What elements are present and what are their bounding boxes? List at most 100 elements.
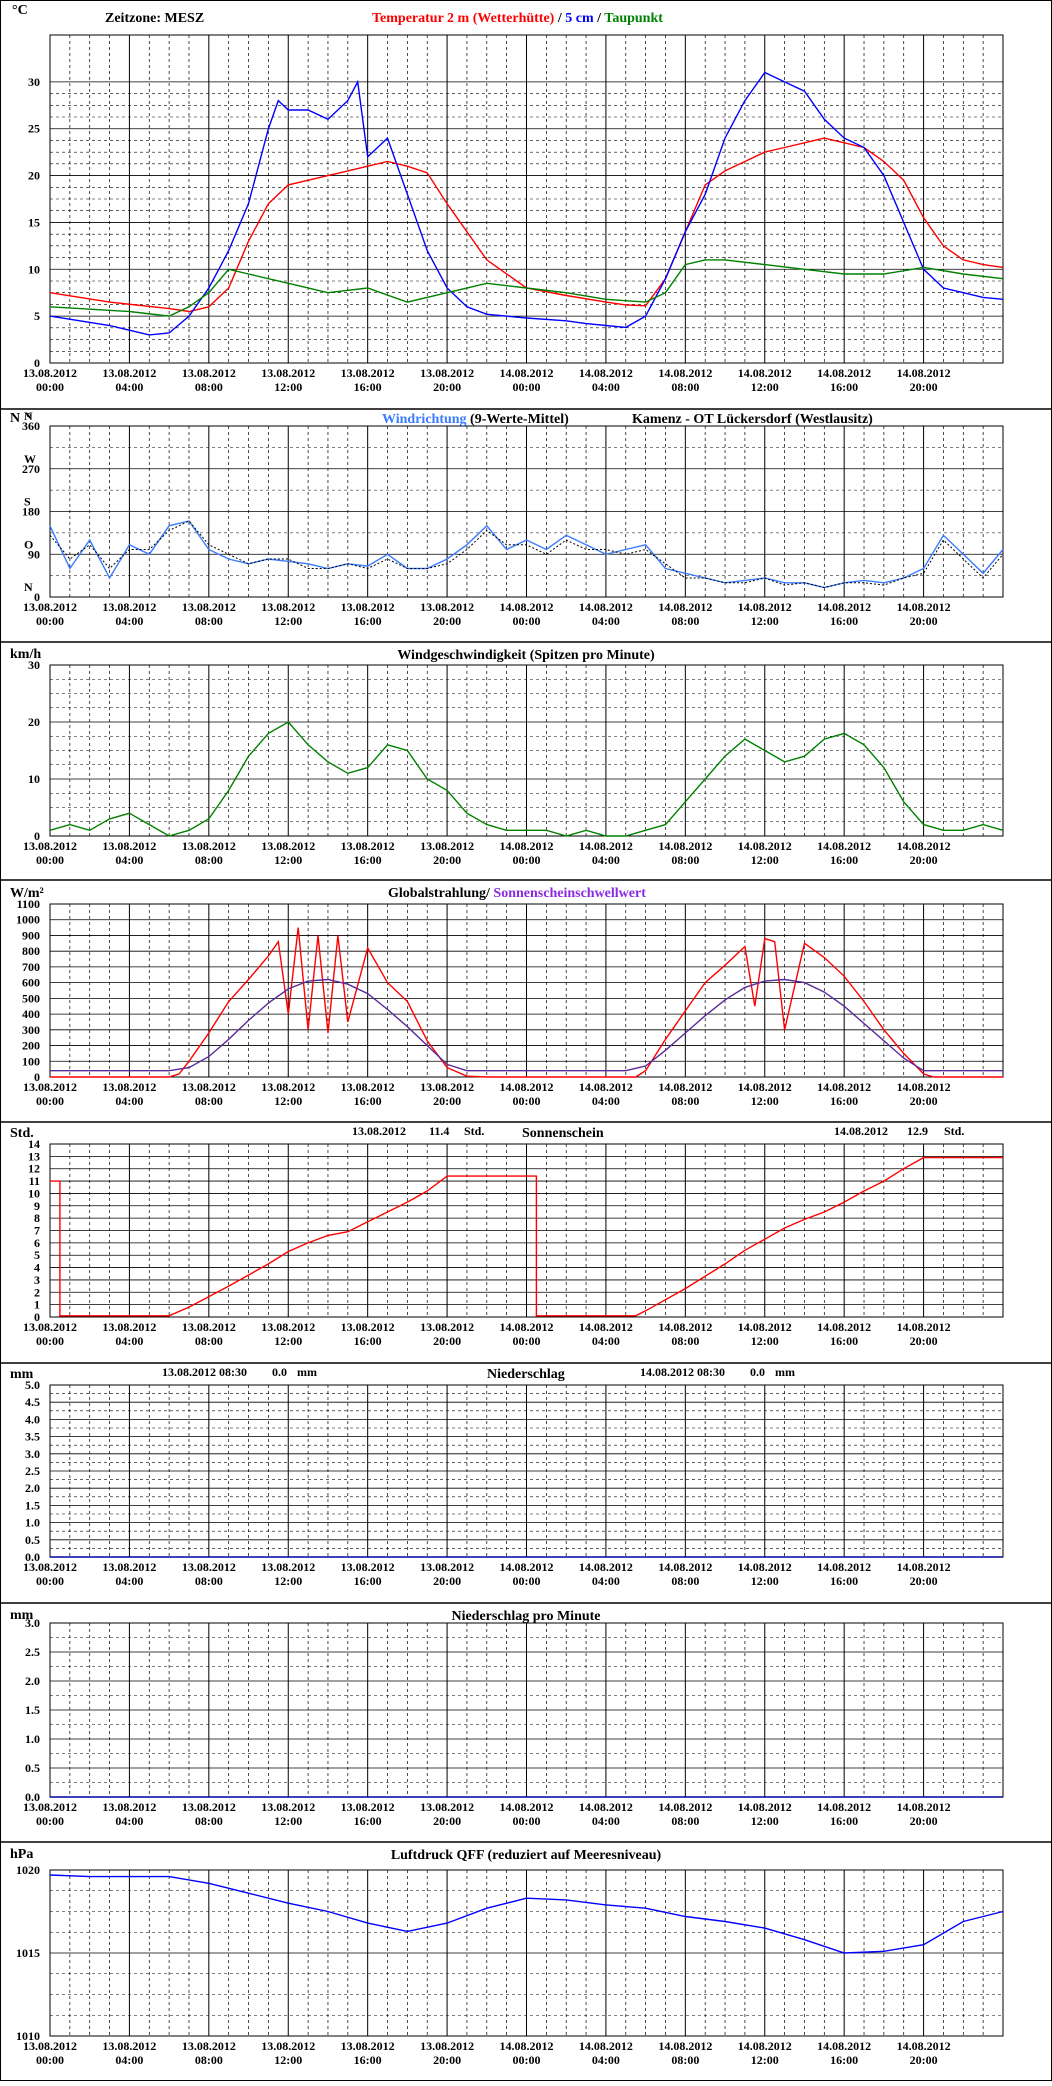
- x-tick-date: 14.08.2012: [817, 2039, 871, 2053]
- y-tick-label: 5: [34, 1248, 40, 1262]
- y-tick-label: 1010: [16, 2029, 40, 2043]
- y-tick-label: 20: [28, 169, 40, 183]
- x-tick-time: 12:00: [274, 1334, 302, 1348]
- x-tick-date: 14.08.2012: [500, 366, 554, 380]
- y-tick-label: 0: [34, 1310, 40, 1324]
- x-tick-date: 13.08.2012: [420, 600, 474, 614]
- x-tick-time: 08:00: [195, 2053, 223, 2067]
- x-tick-time: 04:00: [592, 2053, 620, 2067]
- y-tick-label: 13: [28, 1149, 40, 1163]
- x-tick-time: 20:00: [910, 1094, 938, 1108]
- gridlines: [50, 1622, 1003, 1798]
- x-tick-date: 13.08.2012: [23, 1560, 77, 1574]
- y-tick-label: 10: [28, 262, 40, 276]
- x-tick-date: 14.08.2012: [579, 1800, 633, 1814]
- series-group: [50, 927, 1003, 1078]
- x-tick-time: 08:00: [671, 1574, 699, 1588]
- x-tick-date: 14.08.2012: [817, 839, 871, 853]
- title-part: (9-Werte-Mittel): [467, 412, 570, 427]
- y-tick-label: 2.5: [25, 1645, 40, 1659]
- x-tick-date: 13.08.2012: [23, 366, 77, 380]
- x-tick-date: 13.08.2012: [261, 1320, 315, 1334]
- x-tick-date: 13.08.2012: [102, 1320, 156, 1334]
- unit-label: km/h: [10, 647, 41, 662]
- y-tick-label: 3.0: [25, 1447, 40, 1461]
- unit-label: hPa: [10, 1847, 33, 1862]
- y-tick-label: 1.0: [25, 1732, 40, 1746]
- title-part: Globalstrahlung/: [388, 886, 491, 901]
- x-tick-time: 08:00: [671, 1094, 699, 1108]
- day1-unit: Std.: [464, 1124, 484, 1138]
- timezone-label: Zeitzone: MESZ: [105, 11, 204, 26]
- y-tick-label: 11: [29, 1174, 40, 1188]
- title-part: /: [594, 11, 605, 26]
- x-tick-time: 16:00: [354, 2053, 382, 2067]
- x-tick-time: 20:00: [433, 614, 461, 628]
- y-tick-label: 1000: [16, 913, 40, 927]
- direction-letter: W: [24, 452, 36, 466]
- chart-title: Luftdruck QFF (reduziert auf Meeresnivea…: [391, 1848, 662, 1863]
- x-tick-time: 12:00: [751, 853, 779, 867]
- x-tick-time: 16:00: [354, 1814, 382, 1828]
- chart-panel-pressure: 10101015102013.08.201200:0013.08.201204:…: [0, 1841, 1052, 2067]
- chart-title: Sonnenschein: [522, 1126, 604, 1141]
- x-tick-date: 13.08.2012: [420, 366, 474, 380]
- x-tick-date: 14.08.2012: [897, 1800, 951, 1814]
- day1-date: 13.08.2012 08:30: [162, 1365, 247, 1379]
- x-tick-date: 13.08.2012: [102, 600, 156, 614]
- y-tick-label: 12: [28, 1162, 40, 1176]
- series-line-temperature-1: [49, 71, 1004, 336]
- x-tick-date: 13.08.2012: [341, 1560, 395, 1574]
- x-tick-date: 13.08.2012: [102, 1560, 156, 1574]
- x-tick-time: 08:00: [195, 1814, 223, 1828]
- x-tick-time: 00:00: [513, 380, 541, 394]
- x-tick-time: 08:00: [195, 1334, 223, 1348]
- y-tick-label: 1.5: [25, 1498, 40, 1512]
- series-line-sunshine-0: [50, 1156, 1003, 1317]
- x-tick-date: 14.08.2012: [658, 1320, 712, 1334]
- x-tick-time: 08:00: [671, 614, 699, 628]
- x-tick-time: 12:00: [751, 1574, 779, 1588]
- y-tick-label: 2.0: [25, 1481, 40, 1495]
- x-tick-date: 13.08.2012: [182, 1800, 236, 1814]
- x-tick-date: 14.08.2012: [817, 1080, 871, 1094]
- y-tick-label: 25: [28, 122, 40, 136]
- x-tick-time: 04:00: [115, 853, 143, 867]
- gridlines: [50, 425, 1003, 598]
- chart-title: Niederschlag pro Minute: [451, 1609, 600, 1624]
- x-tick-date: 13.08.2012: [261, 1560, 315, 1574]
- station-name: Kamenz - OT Lückersdorf (Westlausitz): [632, 412, 873, 427]
- y-tick-label: 14: [28, 1137, 40, 1151]
- y-tick-label: 0.5: [25, 1761, 40, 1775]
- title-part: Taupunkt: [604, 11, 663, 26]
- x-tick-date: 13.08.2012: [182, 2039, 236, 2053]
- y-tick-label: 0.0: [25, 1790, 40, 1804]
- chart-panel-precipitation_minute: 0.00.51.01.52.02.53.013.08.201200:0013.0…: [0, 1602, 1052, 1828]
- x-tick-date: 13.08.2012: [341, 839, 395, 853]
- direction-letter: N: [24, 409, 33, 423]
- x-tick-time: 04:00: [115, 1574, 143, 1588]
- x-tick-date: 13.08.2012: [420, 1320, 474, 1334]
- y-tick-label: 4: [34, 1261, 40, 1275]
- x-tick-time: 12:00: [274, 2053, 302, 2067]
- day2-unit: mm: [775, 1365, 795, 1379]
- x-tick-time: 04:00: [592, 1094, 620, 1108]
- x-tick-time: 16:00: [830, 380, 858, 394]
- x-tick-time: 12:00: [274, 1814, 302, 1828]
- x-tick-date: 13.08.2012: [420, 1800, 474, 1814]
- direction-letter: N: [24, 580, 33, 594]
- y-tick-label: 0: [34, 356, 40, 370]
- x-tick-time: 12:00: [274, 380, 302, 394]
- series-group: [49, 71, 1004, 336]
- x-tick-time: 00:00: [513, 1334, 541, 1348]
- chart-title: Windgeschwindigkeit (Spitzen pro Minute): [397, 648, 655, 663]
- x-tick-date: 13.08.2012: [420, 1560, 474, 1574]
- chart-panel-precipitation: 0.0 0.5 1.0 1.5 2.0 2.5 3.0 3.5 4.0 4.5 5.0 13.08.2…: [0, 1362, 1052, 1588]
- y-tick-label: 500: [22, 991, 40, 1005]
- x-tick-time: 16:00: [830, 1094, 858, 1108]
- chart-title: Globalstrahlung/ Sonnenscheinschwellwert: [388, 886, 646, 901]
- y-tick-label: 15: [28, 215, 40, 229]
- y-tick-label: 10: [28, 772, 40, 786]
- y-tick-label: 1100: [17, 897, 40, 911]
- y-tick-label: 30: [28, 75, 40, 89]
